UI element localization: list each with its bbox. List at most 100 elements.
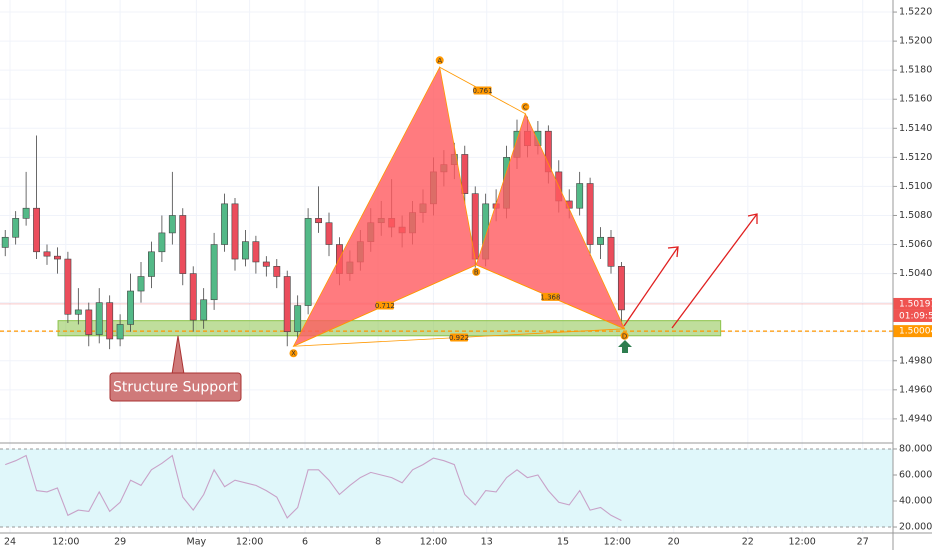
candle-body: [95, 302, 103, 335]
y-tick-label: 80.0000: [899, 443, 932, 454]
y-tick-label: 1.51600: [899, 94, 932, 105]
x-tick-label: 12:00: [604, 537, 631, 548]
candle-body: [252, 241, 260, 263]
candle-body: [148, 251, 155, 277]
candle-body: [33, 207, 40, 253]
x-tick-label: 29: [114, 537, 126, 548]
pattern-point-label: A: [437, 57, 442, 65]
candle-body: [85, 309, 93, 335]
candle-body: [273, 266, 281, 277]
candle-body: [43, 251, 51, 257]
ratio-tag: [473, 86, 492, 95]
candle-body: [607, 236, 615, 267]
x-tick-label: 13: [481, 537, 493, 548]
price-tag-label: 1.50004: [899, 327, 932, 337]
support-zone: [57, 320, 722, 337]
candle-body: [304, 218, 312, 306]
support-zone-layer: Structure Support: [0, 303, 893, 402]
y-tick-label: 1.51000: [899, 181, 932, 192]
candle-body: [64, 258, 72, 315]
x-tick-label: May: [187, 537, 207, 548]
ratio-tag: [541, 292, 560, 301]
x-tick-label: 20: [668, 537, 680, 548]
candle-body: [315, 218, 322, 224]
candle-body: [200, 299, 208, 321]
countdown: 01:09:53: [899, 311, 932, 321]
callout-text: Structure Support: [113, 380, 238, 396]
y-tick-label: 1.51400: [899, 123, 932, 134]
arrow-line: [671, 213, 758, 329]
arrow-head: [747, 213, 758, 224]
rsi-band: [0, 448, 893, 528]
candle-body: [221, 203, 228, 245]
y-tick-label: 1.49400: [899, 413, 932, 424]
pattern-point: [620, 331, 629, 340]
x-tick-label: 24: [4, 537, 16, 548]
candle-body: [137, 276, 145, 292]
candle-body: [231, 203, 239, 260]
y-tick-label: 1.49600: [899, 384, 932, 395]
ratio-label: 1.368: [540, 293, 560, 301]
y-tick-label: 1.51200: [899, 152, 932, 163]
candle-body: [189, 273, 197, 321]
ratio-label: 0.922: [449, 334, 469, 342]
y-tick-label: 1.51800: [899, 65, 932, 76]
arrow-line: [623, 246, 679, 327]
rsi-pane: [0, 448, 893, 528]
candle-body: [12, 218, 20, 238]
x-tick-label: 27: [857, 537, 869, 548]
candle-body: [325, 222, 333, 245]
axes: 24 12:00 29 May 12:00 6 8 12:00 13 15 12:00 20 22 12:…: [4, 7, 932, 548]
y-tick-label: 1.49800: [899, 355, 932, 366]
candle-body: [242, 241, 249, 260]
pattern-point: [289, 349, 298, 358]
candle-body: [597, 236, 604, 245]
y-tick-label: 1.50600: [899, 239, 932, 250]
pattern-point-label: X: [291, 350, 296, 358]
pattern-point: [472, 267, 481, 276]
x-tick-label: 12:00: [420, 537, 447, 548]
pattern-point-label: B: [474, 268, 479, 276]
candle-body: [127, 290, 134, 325]
pattern-point: [521, 102, 530, 111]
x-tick-label: 6: [302, 537, 308, 548]
harmonic-pattern: 0.712 0.761 1.368 0.922 X A B C D: [289, 56, 629, 358]
candle-body: [262, 261, 270, 267]
x-tick-label: 12:00: [788, 537, 815, 548]
x-tick-label: 15: [557, 537, 569, 548]
ratio-tag: [375, 301, 394, 310]
countdown-tag: [893, 309, 932, 322]
pattern-point-label: C: [523, 103, 528, 111]
x-tick-label: 12:00: [52, 537, 79, 548]
projection-arrows: [623, 213, 758, 329]
y-tick-label: 60.0000: [899, 469, 932, 480]
price-tag: [893, 297, 932, 310]
buy-arrow: [618, 340, 632, 353]
ratio-label: 0.761: [473, 87, 493, 95]
candle-body: [54, 255, 61, 260]
candle-body: [283, 276, 291, 333]
pattern-point-label: D: [622, 332, 627, 340]
y-tick-label: 1.52200: [899, 7, 932, 18]
y-tick-label: 20.0000: [899, 522, 932, 533]
callout-box: [109, 372, 242, 402]
candle-body: [116, 324, 124, 340]
y-tick-label: 1.50400: [899, 268, 932, 279]
candle-body: [22, 207, 30, 219]
ratio-tag: [450, 333, 469, 342]
candle-body: [618, 266, 625, 311]
candle-body: [106, 302, 114, 340]
y-tick-label: 1.50800: [899, 210, 932, 221]
candle-body: [294, 305, 302, 333]
pattern-point: [435, 56, 444, 65]
candle-body: [168, 215, 176, 234]
candle-body: [586, 183, 594, 245]
candle-body: [210, 244, 218, 301]
price-tag-label: 1.50191: [899, 299, 932, 309]
candle-body: [179, 215, 187, 274]
arrow-head: [667, 246, 679, 258]
x-tick-label: 8: [375, 537, 381, 548]
y-tick-label: 40.0000: [899, 496, 932, 507]
x-tick-label: 12:00: [236, 537, 263, 548]
